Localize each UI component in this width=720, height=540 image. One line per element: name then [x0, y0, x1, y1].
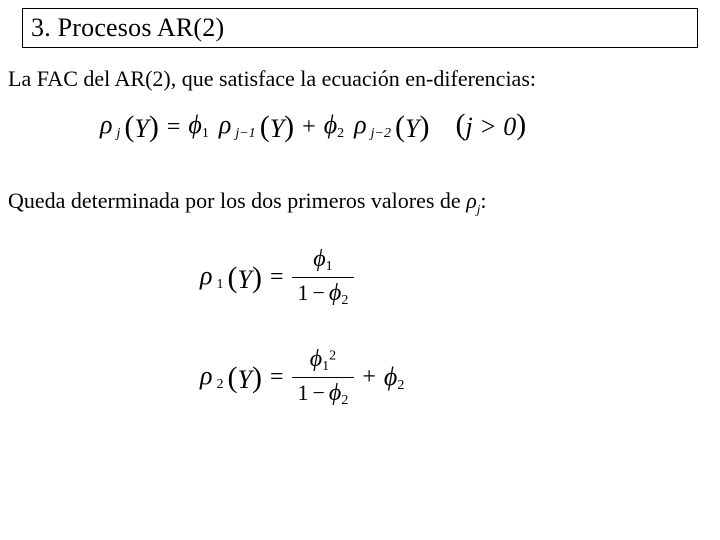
equation-2: ρ 1 (Y) = ϕ1 1 − ϕ2 [200, 246, 354, 309]
subscript-j: j [116, 126, 120, 141]
rparen-icon: ) [419, 112, 429, 142]
subscript-1: 1 [326, 259, 333, 274]
equation-3: ρ 2 (Y) = ϕ12 1 − ϕ2 + ϕ2 [200, 346, 404, 409]
rho-symbol: ρ [354, 110, 366, 139]
phi-symbol: ϕ [188, 110, 201, 139]
phi-symbol: ϕ [329, 280, 341, 306]
plus-sign: + [362, 364, 376, 391]
lparen-icon: ( [260, 112, 270, 142]
slide: 3. Procesos AR(2) La FAC del AR(2), que … [0, 0, 720, 540]
equals-sign: = [167, 114, 181, 141]
var-Y: Y [134, 114, 148, 144]
minus-sign: − [313, 380, 325, 405]
equals-sign: = [270, 364, 284, 391]
phi-symbol: ϕ [329, 380, 341, 406]
body-text-2a: Queda determinada por los dos primeros v… [8, 188, 466, 213]
minus-sign: − [313, 280, 325, 305]
subscript-2: 2 [341, 393, 348, 408]
subscript-jm1: j−1 [235, 126, 255, 141]
phi-symbol: ϕ [384, 362, 397, 391]
phi-symbol: ϕ [310, 346, 322, 372]
rparen-icon: ) [252, 263, 262, 293]
condition-j-gt-0: j > 0 [465, 112, 516, 142]
subscript-1: 1 [202, 126, 209, 141]
var-Y: Y [237, 265, 251, 295]
lparen-icon: ( [124, 112, 134, 142]
subscript-jm2: j−2 [371, 126, 391, 141]
rho-symbol: ρ [466, 188, 477, 213]
subscript-2: 2 [216, 377, 223, 392]
rho-symbol: ρ [100, 110, 112, 139]
rparen-icon: ) [252, 363, 262, 393]
var-Y: Y [270, 114, 284, 144]
rparen-icon: ) [284, 112, 294, 142]
body-text-1: La FAC del AR(2), que satisface la ecuac… [8, 66, 536, 92]
lparen-icon: ( [455, 110, 465, 140]
rho-symbol: ρ [219, 110, 231, 139]
lparen-icon: ( [227, 263, 237, 293]
title-box: 3. Procesos AR(2) [22, 8, 698, 48]
lparen-icon: ( [227, 363, 237, 393]
subscript-1: 1 [216, 277, 223, 292]
const-1: 1 [298, 380, 309, 405]
inline-rho-j: ρj [466, 188, 480, 217]
title-text: 3. Procesos AR(2) [31, 13, 224, 43]
const-1: 1 [298, 280, 309, 305]
phi-symbol: ϕ [324, 110, 337, 139]
subscript-2: 2 [341, 293, 348, 308]
fraction-1: ϕ1 1 − ϕ2 [292, 246, 355, 309]
equals-sign: = [270, 264, 284, 291]
lparen-icon: ( [395, 112, 405, 142]
body-text-2b: : [480, 188, 486, 213]
plus-sign: + [302, 114, 316, 141]
rparen-icon: ) [149, 112, 159, 142]
var-Y: Y [405, 114, 419, 144]
rparen-icon: ) [516, 110, 526, 140]
subscript-2: 2 [337, 126, 344, 141]
rho-symbol: ρ [200, 361, 212, 390]
superscript-2: 2 [329, 349, 336, 364]
body-text-2: Queda determinada por los dos primeros v… [8, 188, 487, 218]
var-Y: Y [237, 365, 251, 395]
equation-1: ρ j (Y) = ϕ1 ρ j−1 (Y) + ϕ2 ρ j−2 (Y) (j… [100, 110, 526, 144]
fraction-2: ϕ12 1 − ϕ2 [292, 346, 355, 409]
subscript-2: 2 [397, 378, 404, 393]
rho-symbol: ρ [200, 261, 212, 290]
phi-symbol: ϕ [313, 246, 325, 272]
